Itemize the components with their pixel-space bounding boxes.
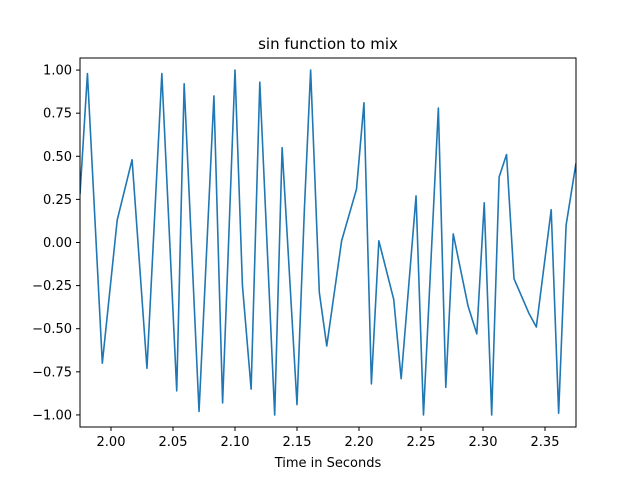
y-tick-label: 1.00	[43, 64, 72, 79]
x-tick-label: 2.25	[407, 435, 436, 450]
x-axis-label: Time in Seconds	[274, 456, 382, 471]
x-tick-label: 2.10	[221, 435, 250, 450]
y-tick-label: 0.00	[43, 236, 72, 251]
y-tick-label: −0.75	[32, 365, 72, 380]
chart-title: sin function to mix	[258, 35, 398, 53]
x-tick-label: 2.20	[345, 435, 374, 450]
y-tick-label: 0.75	[43, 107, 72, 122]
y-tick-label: 0.50	[43, 150, 72, 165]
y-tick-label: −0.25	[32, 279, 72, 294]
series-line-0	[80, 69, 576, 416]
y-tick-label: 0.25	[43, 193, 72, 208]
y-tick-label: −1.00	[32, 408, 72, 423]
axes-frame	[79, 57, 577, 428]
plot-area: 2.00 2.05 2.10 2.15 2.20 2.25 2.30 2.35 1.00 0.75…	[32, 57, 577, 450]
x-tick-label: 2.35	[531, 435, 560, 450]
x-tick-label: 2.00	[97, 435, 126, 450]
x-tick-label: 2.15	[283, 435, 312, 450]
x-tick-label: 2.05	[159, 435, 188, 450]
x-tick-label: 2.30	[469, 435, 498, 450]
y-tick-label: −0.50	[32, 322, 72, 337]
